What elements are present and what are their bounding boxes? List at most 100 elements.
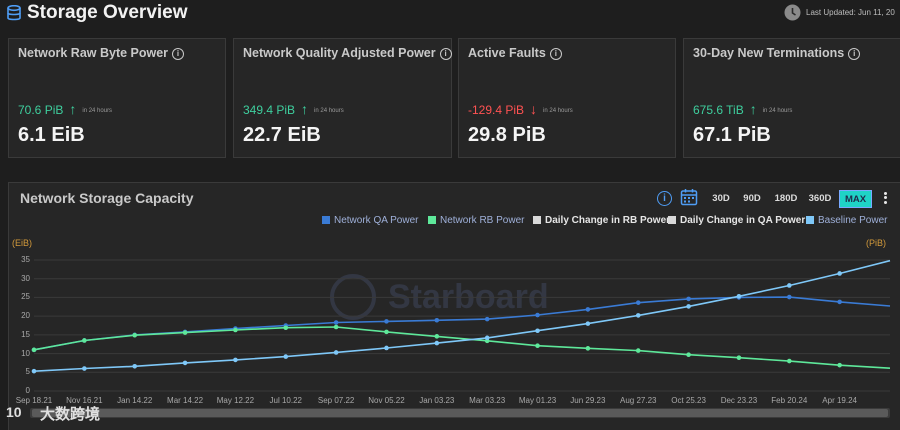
info-icon[interactable]: i bbox=[657, 191, 672, 206]
data-point[interactable] bbox=[786, 358, 792, 364]
data-point[interactable] bbox=[31, 347, 37, 353]
range-180d-button[interactable]: 180D bbox=[774, 193, 798, 204]
card-value: 67.1 PiB bbox=[693, 124, 771, 146]
data-point[interactable] bbox=[333, 350, 339, 355]
legend-item-rb-power[interactable]: Network RB Power bbox=[428, 215, 524, 229]
calendar-icon[interactable] bbox=[680, 188, 698, 206]
data-point[interactable] bbox=[686, 296, 691, 302]
card-title: Network Quality Adjusted Power bbox=[243, 46, 436, 60]
x-tick-label: Aug 27.23 bbox=[619, 396, 657, 405]
data-point[interactable] bbox=[837, 299, 842, 305]
data-point[interactable] bbox=[837, 362, 842, 368]
data-point[interactable] bbox=[585, 346, 591, 351]
data-point[interactable] bbox=[82, 338, 87, 343]
card-value: 6.1 EiB bbox=[18, 124, 85, 146]
y-axis-left-unit: (EiB) bbox=[12, 238, 32, 248]
data-point[interactable] bbox=[535, 328, 540, 334]
data-point[interactable] bbox=[535, 312, 540, 318]
y-tick-label: 30 bbox=[21, 273, 30, 283]
card-delta: 675.6 TiB ↑ in 24 hours bbox=[693, 101, 793, 117]
data-point[interactable] bbox=[182, 330, 188, 335]
stat-card-new-terminations: 30-Day New Terminations i 675.6 TiB ↑ in 24… bbox=[683, 38, 900, 158]
info-icon[interactable]: i bbox=[549, 48, 562, 60]
footer-logo: 10 bbox=[6, 404, 22, 420]
x-tick-label: Nov 16.21 bbox=[66, 396, 103, 405]
x-tick-label: Sep 18.21 bbox=[15, 396, 53, 405]
data-point[interactable] bbox=[484, 335, 490, 341]
chart-scroll-thumb[interactable] bbox=[32, 409, 888, 417]
x-tick-label: Mar 03.23 bbox=[469, 396, 506, 405]
arrow-up-icon: ↑ bbox=[301, 101, 309, 117]
legend-swatch bbox=[322, 216, 330, 224]
data-point[interactable] bbox=[434, 340, 440, 346]
data-point[interactable] bbox=[736, 355, 742, 360]
series-line-1[interactable] bbox=[33, 326, 891, 369]
x-tick-label: May 01.23 bbox=[518, 396, 557, 405]
series-line-0[interactable] bbox=[33, 296, 891, 351]
legend-item-daily-qa[interactable]: Daily Change in QA Power bbox=[668, 215, 805, 229]
data-point[interactable] bbox=[535, 343, 540, 349]
x-tick-label: Jan 03.23 bbox=[419, 396, 455, 405]
database-icon bbox=[7, 5, 21, 21]
range-max-button[interactable]: MAX bbox=[839, 190, 872, 208]
legend-item-daily-rb[interactable]: Daily Change in RB Power bbox=[533, 215, 670, 229]
data-point[interactable] bbox=[31, 368, 37, 374]
data-point[interactable] bbox=[635, 313, 641, 318]
data-point[interactable] bbox=[132, 332, 138, 338]
chart-panel bbox=[8, 182, 900, 430]
data-point[interactable] bbox=[384, 329, 389, 335]
range-30d-button[interactable]: 30D bbox=[712, 193, 730, 204]
data-point[interactable] bbox=[635, 300, 641, 305]
legend-swatch bbox=[428, 216, 436, 224]
data-point[interactable] bbox=[132, 363, 138, 369]
card-title: Active Faults bbox=[468, 46, 546, 60]
info-icon[interactable]: i bbox=[848, 48, 861, 60]
range-90d-button[interactable]: 90D bbox=[743, 193, 761, 204]
x-tick-label: Jul 10.22 bbox=[269, 396, 302, 405]
data-point[interactable] bbox=[837, 271, 842, 276]
data-point[interactable] bbox=[736, 294, 742, 299]
data-point[interactable] bbox=[384, 345, 389, 351]
range-360d-button[interactable]: 360D bbox=[808, 193, 832, 204]
data-point[interactable] bbox=[585, 307, 591, 312]
arrow-down-icon: ↓ bbox=[530, 101, 538, 117]
y-tick-label: 25 bbox=[21, 292, 30, 302]
data-point[interactable] bbox=[384, 319, 389, 324]
data-point[interactable] bbox=[786, 294, 792, 300]
card-value: 29.8 PiB bbox=[468, 124, 546, 146]
x-tick-label: Jun 29.23 bbox=[570, 396, 606, 405]
last-updated: Last Updated: Jun 11, 20 bbox=[806, 8, 895, 17]
data-point[interactable] bbox=[434, 334, 440, 339]
chart-scrollbar[interactable] bbox=[30, 408, 890, 418]
x-tick-label: Jan 14.22 bbox=[117, 396, 153, 405]
data-point[interactable] bbox=[434, 317, 440, 323]
data-point[interactable] bbox=[786, 283, 792, 288]
data-point[interactable] bbox=[182, 360, 188, 366]
more-options-icon[interactable] bbox=[882, 190, 888, 208]
footer-brand: 大数跨境 bbox=[40, 406, 101, 423]
legend-item-qa-power[interactable]: Network QA Power bbox=[322, 215, 418, 229]
data-point[interactable] bbox=[484, 316, 490, 322]
data-point[interactable] bbox=[686, 304, 691, 309]
x-tick-label: Sep 07.22 bbox=[317, 396, 355, 405]
data-point[interactable] bbox=[82, 366, 87, 371]
info-icon[interactable]: i bbox=[172, 48, 185, 60]
data-point[interactable] bbox=[333, 320, 339, 325]
data-point[interactable] bbox=[233, 357, 238, 363]
legend-item-baseline[interactable]: Baseline Power bbox=[806, 215, 887, 229]
legend-swatch bbox=[806, 216, 814, 224]
data-point[interactable] bbox=[585, 321, 591, 326]
data-point[interactable] bbox=[283, 354, 289, 359]
info-icon[interactable]: i bbox=[439, 48, 452, 60]
data-point[interactable] bbox=[283, 325, 289, 331]
y-tick-label: 10 bbox=[21, 348, 30, 358]
data-point[interactable] bbox=[635, 348, 641, 353]
series-line-2[interactable] bbox=[33, 259, 891, 372]
data-point[interactable] bbox=[686, 352, 691, 357]
stat-card-active-faults: Active Faults i -129.4 PiB ↓ in 24 hours 29… bbox=[458, 38, 676, 158]
panel-title: Network Storage Capacity bbox=[20, 190, 194, 206]
data-point[interactable] bbox=[333, 324, 339, 330]
data-point[interactable] bbox=[233, 327, 238, 333]
card-value: 22.7 EiB bbox=[243, 124, 321, 146]
